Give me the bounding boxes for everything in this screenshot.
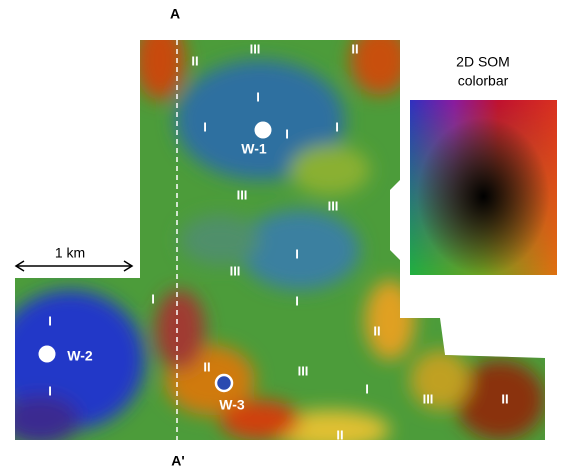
zone-label: I — [256, 89, 260, 104]
well-label: W-3 — [219, 397, 245, 413]
zone-label: III — [423, 391, 434, 406]
well-marker — [39, 346, 55, 362]
zone-label: II — [191, 53, 198, 68]
well-marker — [216, 375, 232, 391]
zone-label: II — [351, 41, 358, 56]
zone-label: I — [365, 381, 369, 396]
zone-label: I — [295, 246, 299, 261]
scale-label: 1 km — [55, 245, 85, 261]
section-end: A' — [171, 453, 184, 469]
well-label: W-2 — [67, 348, 93, 364]
zone-label: I — [295, 293, 299, 308]
well-label: W-1 — [241, 141, 267, 157]
zone-label: I — [48, 313, 52, 328]
zone-label: II — [373, 323, 380, 338]
zone-label: III — [328, 198, 339, 213]
colorbar-title: 2D SOM — [456, 54, 510, 70]
zone-label: I — [203, 119, 207, 134]
zone-label: II — [203, 359, 210, 374]
zone-label: III — [298, 363, 309, 378]
section-start: A — [170, 6, 180, 22]
zone-label: III — [230, 263, 241, 278]
zone-label: I — [48, 383, 52, 398]
zone-label: I — [335, 119, 339, 134]
zone-label: I — [151, 291, 155, 306]
well-marker — [255, 122, 271, 138]
zone-label: I — [285, 126, 289, 141]
zone-label: III — [237, 187, 248, 202]
zone-label: II — [501, 391, 508, 406]
zone-label: III — [250, 41, 261, 56]
map-figure: A A' 1 km 2D SOM colorbar W-1 W-2 W-3 II… — [0, 0, 561, 472]
colorbar — [410, 100, 557, 275]
zone-label: II — [336, 427, 343, 442]
colorbar-title: colorbar — [458, 73, 509, 89]
